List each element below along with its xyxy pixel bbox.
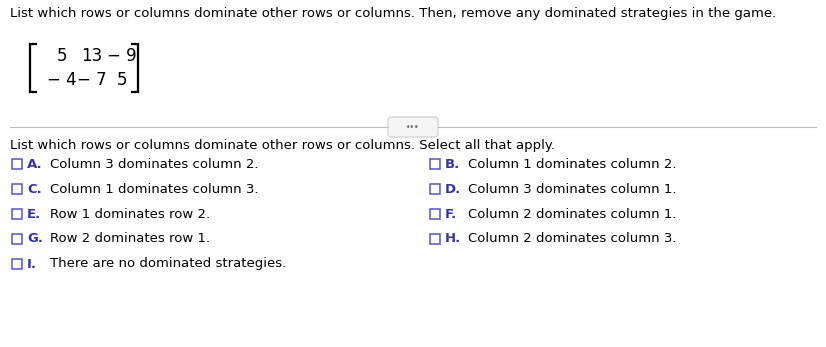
Text: A.: A. xyxy=(27,158,43,170)
Text: List which rows or columns dominate other rows or columns. Select all that apply: List which rows or columns dominate othe… xyxy=(10,139,555,152)
FancyBboxPatch shape xyxy=(12,259,22,269)
Text: − 9: − 9 xyxy=(107,47,137,65)
Text: C.: C. xyxy=(27,183,42,195)
FancyBboxPatch shape xyxy=(430,234,440,244)
FancyBboxPatch shape xyxy=(12,234,22,244)
Text: Column 1 dominates column 3.: Column 1 dominates column 3. xyxy=(50,183,259,195)
Text: Row 2 dominates row 1.: Row 2 dominates row 1. xyxy=(50,232,210,245)
Text: 5: 5 xyxy=(116,71,127,89)
Text: − 4: − 4 xyxy=(47,71,77,89)
Text: List which rows or columns dominate other rows or columns. Then, remove any domi: List which rows or columns dominate othe… xyxy=(10,7,776,20)
FancyBboxPatch shape xyxy=(430,159,440,169)
Text: E.: E. xyxy=(27,208,41,220)
FancyBboxPatch shape xyxy=(388,117,438,137)
Text: Column 2 dominates column 3.: Column 2 dominates column 3. xyxy=(468,232,676,245)
Text: There are no dominated strategies.: There are no dominated strategies. xyxy=(50,257,287,271)
Text: Column 1 dominates column 2.: Column 1 dominates column 2. xyxy=(468,158,676,170)
Text: Column 3 dominates column 1.: Column 3 dominates column 1. xyxy=(468,183,676,195)
Text: B.: B. xyxy=(445,158,460,170)
Text: •••: ••• xyxy=(406,122,420,132)
FancyBboxPatch shape xyxy=(12,209,22,219)
Text: Column 3 dominates column 2.: Column 3 dominates column 2. xyxy=(50,158,259,170)
Text: − 7: − 7 xyxy=(77,71,107,89)
Text: H.: H. xyxy=(445,232,461,245)
FancyBboxPatch shape xyxy=(430,209,440,219)
FancyBboxPatch shape xyxy=(430,184,440,194)
Text: 5: 5 xyxy=(57,47,67,65)
FancyBboxPatch shape xyxy=(12,184,22,194)
Text: Column 2 dominates column 1.: Column 2 dominates column 1. xyxy=(468,208,676,220)
Text: G.: G. xyxy=(27,232,43,245)
Text: F.: F. xyxy=(445,208,458,220)
Text: 13: 13 xyxy=(82,47,102,65)
Text: Row 1 dominates row 2.: Row 1 dominates row 2. xyxy=(50,208,210,220)
FancyBboxPatch shape xyxy=(12,159,22,169)
Text: I.: I. xyxy=(27,257,37,271)
Text: D.: D. xyxy=(445,183,461,195)
